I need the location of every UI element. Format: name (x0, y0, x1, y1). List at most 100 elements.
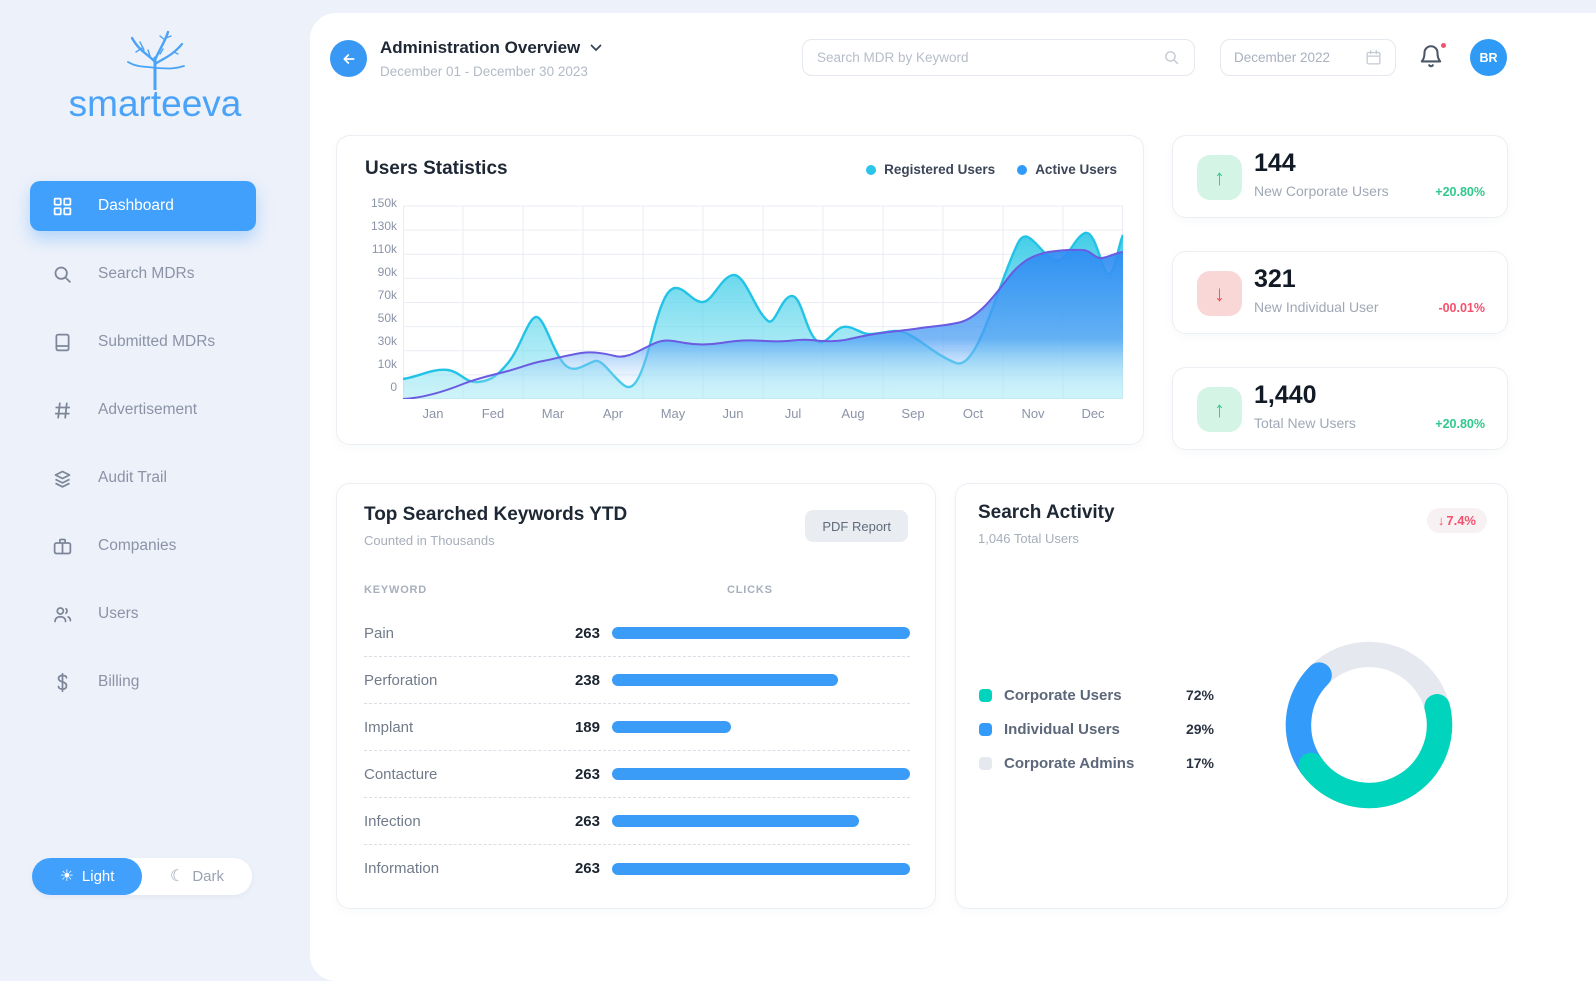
table-row: Pain 263 (364, 610, 910, 657)
theme-light-label: Light (81, 868, 115, 885)
pdf-report-button[interactable]: PDF Report (805, 510, 908, 542)
sidebar-item-dashboard[interactable]: Dashboard (30, 181, 256, 231)
clicks-value: 263 (574, 765, 600, 783)
stat-value: 144 (1254, 149, 1296, 177)
sidebar-item-submitted-mdrs[interactable]: Submitted MDRs (30, 317, 256, 367)
arrow-down-icon: ↓ (1437, 513, 1445, 528)
arrow-up-icon: ↑ (1197, 387, 1242, 432)
sidebar-item-companies[interactable]: Companies (30, 521, 256, 571)
sidebar-item-label: Billing (98, 673, 140, 690)
keyword-label: Pain (364, 624, 395, 642)
table-row: Infection 263 (364, 798, 910, 845)
clicks-bar (612, 627, 910, 639)
date-range-label: December 01 - December 30 2023 (380, 64, 588, 79)
users-icon (54, 606, 72, 622)
sun-icon: ☀ (59, 867, 74, 885)
top-keywords-card: Top Searched Keywords YTD Counted in Tho… (336, 483, 936, 909)
month-picker-value: December 2022 (1234, 50, 1331, 65)
active-users-area (403, 249, 1123, 399)
search-activity-subtitle: 1,046 Total Users (978, 531, 1079, 546)
keywords-table: Pain 263 Perforation 238 Implant 189 Con… (364, 610, 910, 892)
sidebar-item-billing[interactable]: Billing (30, 657, 256, 707)
theme-toggle: ☀ Light ☾ Dark (32, 858, 252, 895)
search-icon[interactable] (1163, 49, 1180, 66)
users-statistics-title: Users Statistics (365, 158, 508, 179)
sidebar-item-users[interactable]: Users (30, 589, 256, 639)
legend-individual-users: Individual Users 29% (979, 712, 1214, 746)
clicks-bar (612, 815, 860, 827)
sidebar-item-advertisement[interactable]: Advertisement (30, 385, 256, 435)
legend-dot-active (1017, 164, 1028, 175)
chevron-down-icon[interactable] (590, 44, 602, 52)
search-activity-title: Search Activity (978, 502, 1115, 523)
logo: smarteeva (0, 28, 310, 122)
moon-icon: ☾ (169, 867, 185, 885)
arrow-left-icon (342, 53, 355, 64)
area-chart (403, 205, 1123, 399)
sidebar-item-label: Users (98, 605, 139, 622)
clicks-value: 263 (574, 624, 600, 642)
clicks-bar (612, 674, 839, 686)
clicks-bar (612, 768, 910, 780)
sidebar-item-label: Search MDRs (98, 265, 195, 282)
legend-dot (979, 722, 992, 736)
briefcase-icon (53, 538, 72, 554)
stat-delta: +20.80% (1435, 417, 1485, 431)
stat-value: 1,440 (1254, 381, 1317, 409)
legend-percent: 72% (1185, 687, 1214, 703)
legend-dot-registered (866, 164, 877, 175)
stat-delta: +20.80% (1435, 185, 1485, 199)
page-title: Administration Overview (380, 38, 581, 57)
stat-card-new-individual-user: ↓ 321 New Individual User -00.01% (1172, 251, 1508, 334)
active-users-line (403, 248, 1123, 399)
logo-text: smarteeva (68, 83, 242, 124)
legend-label: Active Users (1035, 162, 1117, 177)
theme-light-button[interactable]: ☀ Light (32, 858, 142, 895)
book-icon (55, 333, 70, 351)
users-statistics-card: Users Statistics Registered Users Active… (336, 135, 1144, 445)
arrow-down-icon: ↓ (1197, 271, 1242, 316)
search-bar (802, 39, 1195, 76)
search-icon (54, 266, 71, 283)
donut-segment-corporate-users (1298, 694, 1453, 809)
sidebar: smarteeva Dashboard Search MDRs Submitte… (0, 0, 310, 981)
main-panel: Administration Overview December 01 - De… (310, 13, 1596, 981)
legend-label: Corporate Admins (1004, 754, 1135, 772)
bell-icon (1420, 45, 1442, 68)
dashboard-grid-icon (53, 197, 72, 215)
hash-icon (55, 402, 70, 418)
sidebar-item-label: Advertisement (98, 401, 198, 418)
notifications-button[interactable] (1418, 41, 1448, 73)
month-picker[interactable]: December 2022 (1220, 39, 1396, 76)
theme-dark-button[interactable]: ☾ Dark (142, 858, 252, 895)
avatar-initials: BR (1479, 50, 1498, 65)
keywords-table-header: KEYWORD CLICKS (364, 584, 910, 596)
back-button[interactable] (330, 40, 367, 77)
layers-icon (54, 470, 71, 488)
clicks-value: 189 (574, 718, 600, 736)
stat-delta: -00.01% (1438, 301, 1485, 315)
sidebar-item-search-mdrs[interactable]: Search MDRs (30, 249, 256, 299)
legend-active-users: Active Users (1017, 162, 1117, 177)
stat-card-total-new-users: ↑ 1,440 Total New Users +20.80% (1172, 367, 1508, 450)
registered-users-line (403, 231, 1123, 389)
theme-dark-label: Dark (192, 868, 224, 885)
table-row: Perforation 238 (364, 657, 910, 704)
sidebar-item-audit-trail[interactable]: Audit Trail (30, 453, 256, 503)
stat-card-new-corporate-users: ↑ 144 New Corporate Users +20.80% (1172, 135, 1508, 218)
stat-label: Total New Users (1254, 415, 1356, 431)
x-axis-labels: Jan Fed Mar Apr May Jun Jul Aug Sep Oct Nov De… (422, 406, 1105, 421)
page-header: Administration Overview December 01 - De… (380, 38, 602, 79)
legend-label: Registered Users (884, 162, 996, 177)
keyword-label: Information (364, 860, 440, 877)
search-input[interactable] (817, 50, 1163, 65)
table-row: Contacture 263 (364, 751, 910, 798)
clicks-value: 263 (574, 860, 600, 877)
notification-badge (1439, 41, 1448, 50)
sidebar-item-label: Submitted MDRs (98, 333, 216, 350)
legend-dot (979, 688, 992, 702)
donut-legend: Corporate Users 72% Individual Users 29%… (979, 678, 1214, 780)
keyword-label: Infection (364, 812, 421, 830)
delta-badge: ↓ 7.4% (1426, 508, 1487, 533)
avatar[interactable]: BR (1470, 39, 1507, 76)
